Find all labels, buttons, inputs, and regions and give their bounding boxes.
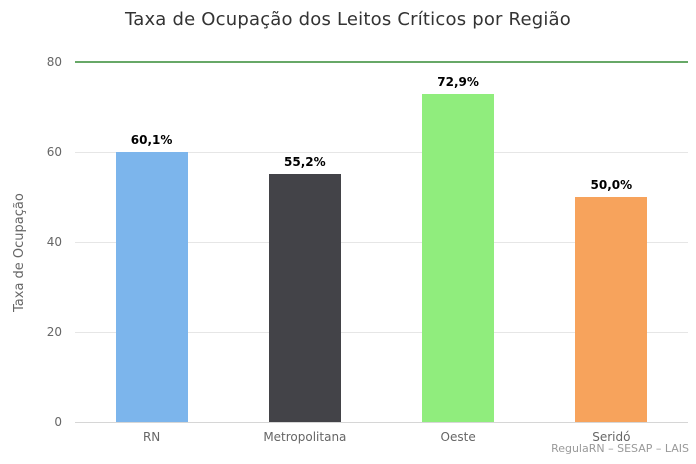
- bar-rn[interactable]: [115, 151, 188, 422]
- bar-value-label-seridó: 50,0%: [590, 178, 633, 192]
- y-tick-label-80: 80: [46, 55, 62, 69]
- bar-metropolitana[interactable]: [268, 173, 341, 422]
- x-category-label-rn: RN: [142, 430, 161, 444]
- y-tick-label-0: 0: [54, 415, 62, 429]
- x-category-label-metropolitana: Metropolitana: [263, 430, 347, 444]
- chart-title: Taxa de Ocupação dos Leitos Críticos por…: [125, 9, 571, 30]
- bar-oeste[interactable]: [422, 93, 495, 422]
- bar-value-label-oeste: 72,9%: [437, 74, 479, 89]
- y-tick-label-40: 40: [46, 235, 62, 249]
- credits-text: RegulaRN – SESAP – LAIS: [551, 442, 689, 455]
- bar-value-label-metropolitana: 55,2%: [284, 154, 326, 169]
- y-axis-title: Taxa de Ocupação: [12, 193, 27, 312]
- gridline-40: [75, 242, 688, 243]
- bar-seridó[interactable]: [575, 197, 648, 422]
- y-tick-label-60: 60: [46, 145, 62, 159]
- bar-value-label-rn: 60,1%: [130, 132, 173, 147]
- y-tick-label-20: 20: [46, 325, 62, 339]
- gridline-60: [75, 152, 688, 153]
- x-category-label-seridó: Seridó: [592, 430, 631, 444]
- gridline-20: [75, 332, 688, 333]
- x-category-label-oeste: Oeste: [440, 430, 476, 444]
- plot-line-80: [75, 61, 688, 63]
- plot-area: 60,1% 55,2% 72,9% 50,0%: [75, 61, 688, 423]
